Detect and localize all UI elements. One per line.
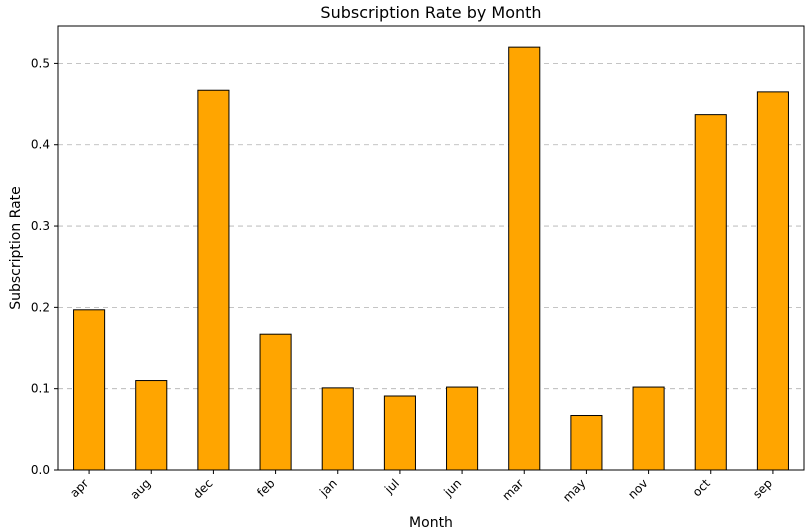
bar-jun	[446, 386, 479, 471]
x-tick-label: oct	[690, 476, 713, 499]
bar-nov	[632, 386, 665, 471]
x-tick-label: aug	[128, 476, 154, 502]
x-tick-label: nov	[625, 476, 651, 502]
x-tick-label: sep	[750, 476, 775, 501]
grid-layer	[58, 63, 804, 471]
chart-title: Subscription Rate by Month	[320, 3, 541, 22]
y-tick-label: 0.1	[31, 382, 50, 396]
y-tick-label: 0.0	[31, 463, 50, 477]
x-tick-label: apr	[67, 476, 91, 500]
bar-aug	[135, 380, 168, 471]
y-tick-label: 0.4	[31, 138, 50, 152]
bar-jul	[383, 395, 416, 471]
x-tick-label: feb	[254, 476, 278, 500]
x-axis: apr aug dec feb jan jul jun mar may nov oct sep	[67, 470, 775, 505]
bar-jan	[321, 387, 354, 471]
x-tick-label: jun	[440, 476, 464, 500]
x-axis-label: Month	[409, 515, 453, 531]
y-tick-label: 0.5	[31, 56, 50, 70]
bar-sep	[756, 91, 789, 471]
x-tick-label: jul	[381, 476, 402, 497]
x-tick-label: jan	[316, 476, 340, 500]
x-tick-label: dec	[190, 476, 215, 501]
bar-may	[570, 415, 603, 471]
y-tick-label: 0.2	[31, 300, 50, 314]
bars-layer	[73, 46, 789, 471]
y-axis-label: Subscription Rate	[8, 186, 24, 310]
bar-dec	[197, 89, 230, 471]
plot-frame	[57, 25, 805, 471]
bar-oct	[694, 114, 727, 471]
x-tick-label: may	[560, 476, 588, 504]
x-tick-label: mar	[500, 476, 527, 503]
bar-apr	[73, 309, 106, 471]
bar-mar	[508, 46, 541, 471]
bar-feb	[259, 333, 292, 471]
y-axis: 0.0 0.1 0.2 0.3 0.4 0.5	[31, 56, 58, 477]
y-tick-label: 0.3	[31, 219, 50, 233]
